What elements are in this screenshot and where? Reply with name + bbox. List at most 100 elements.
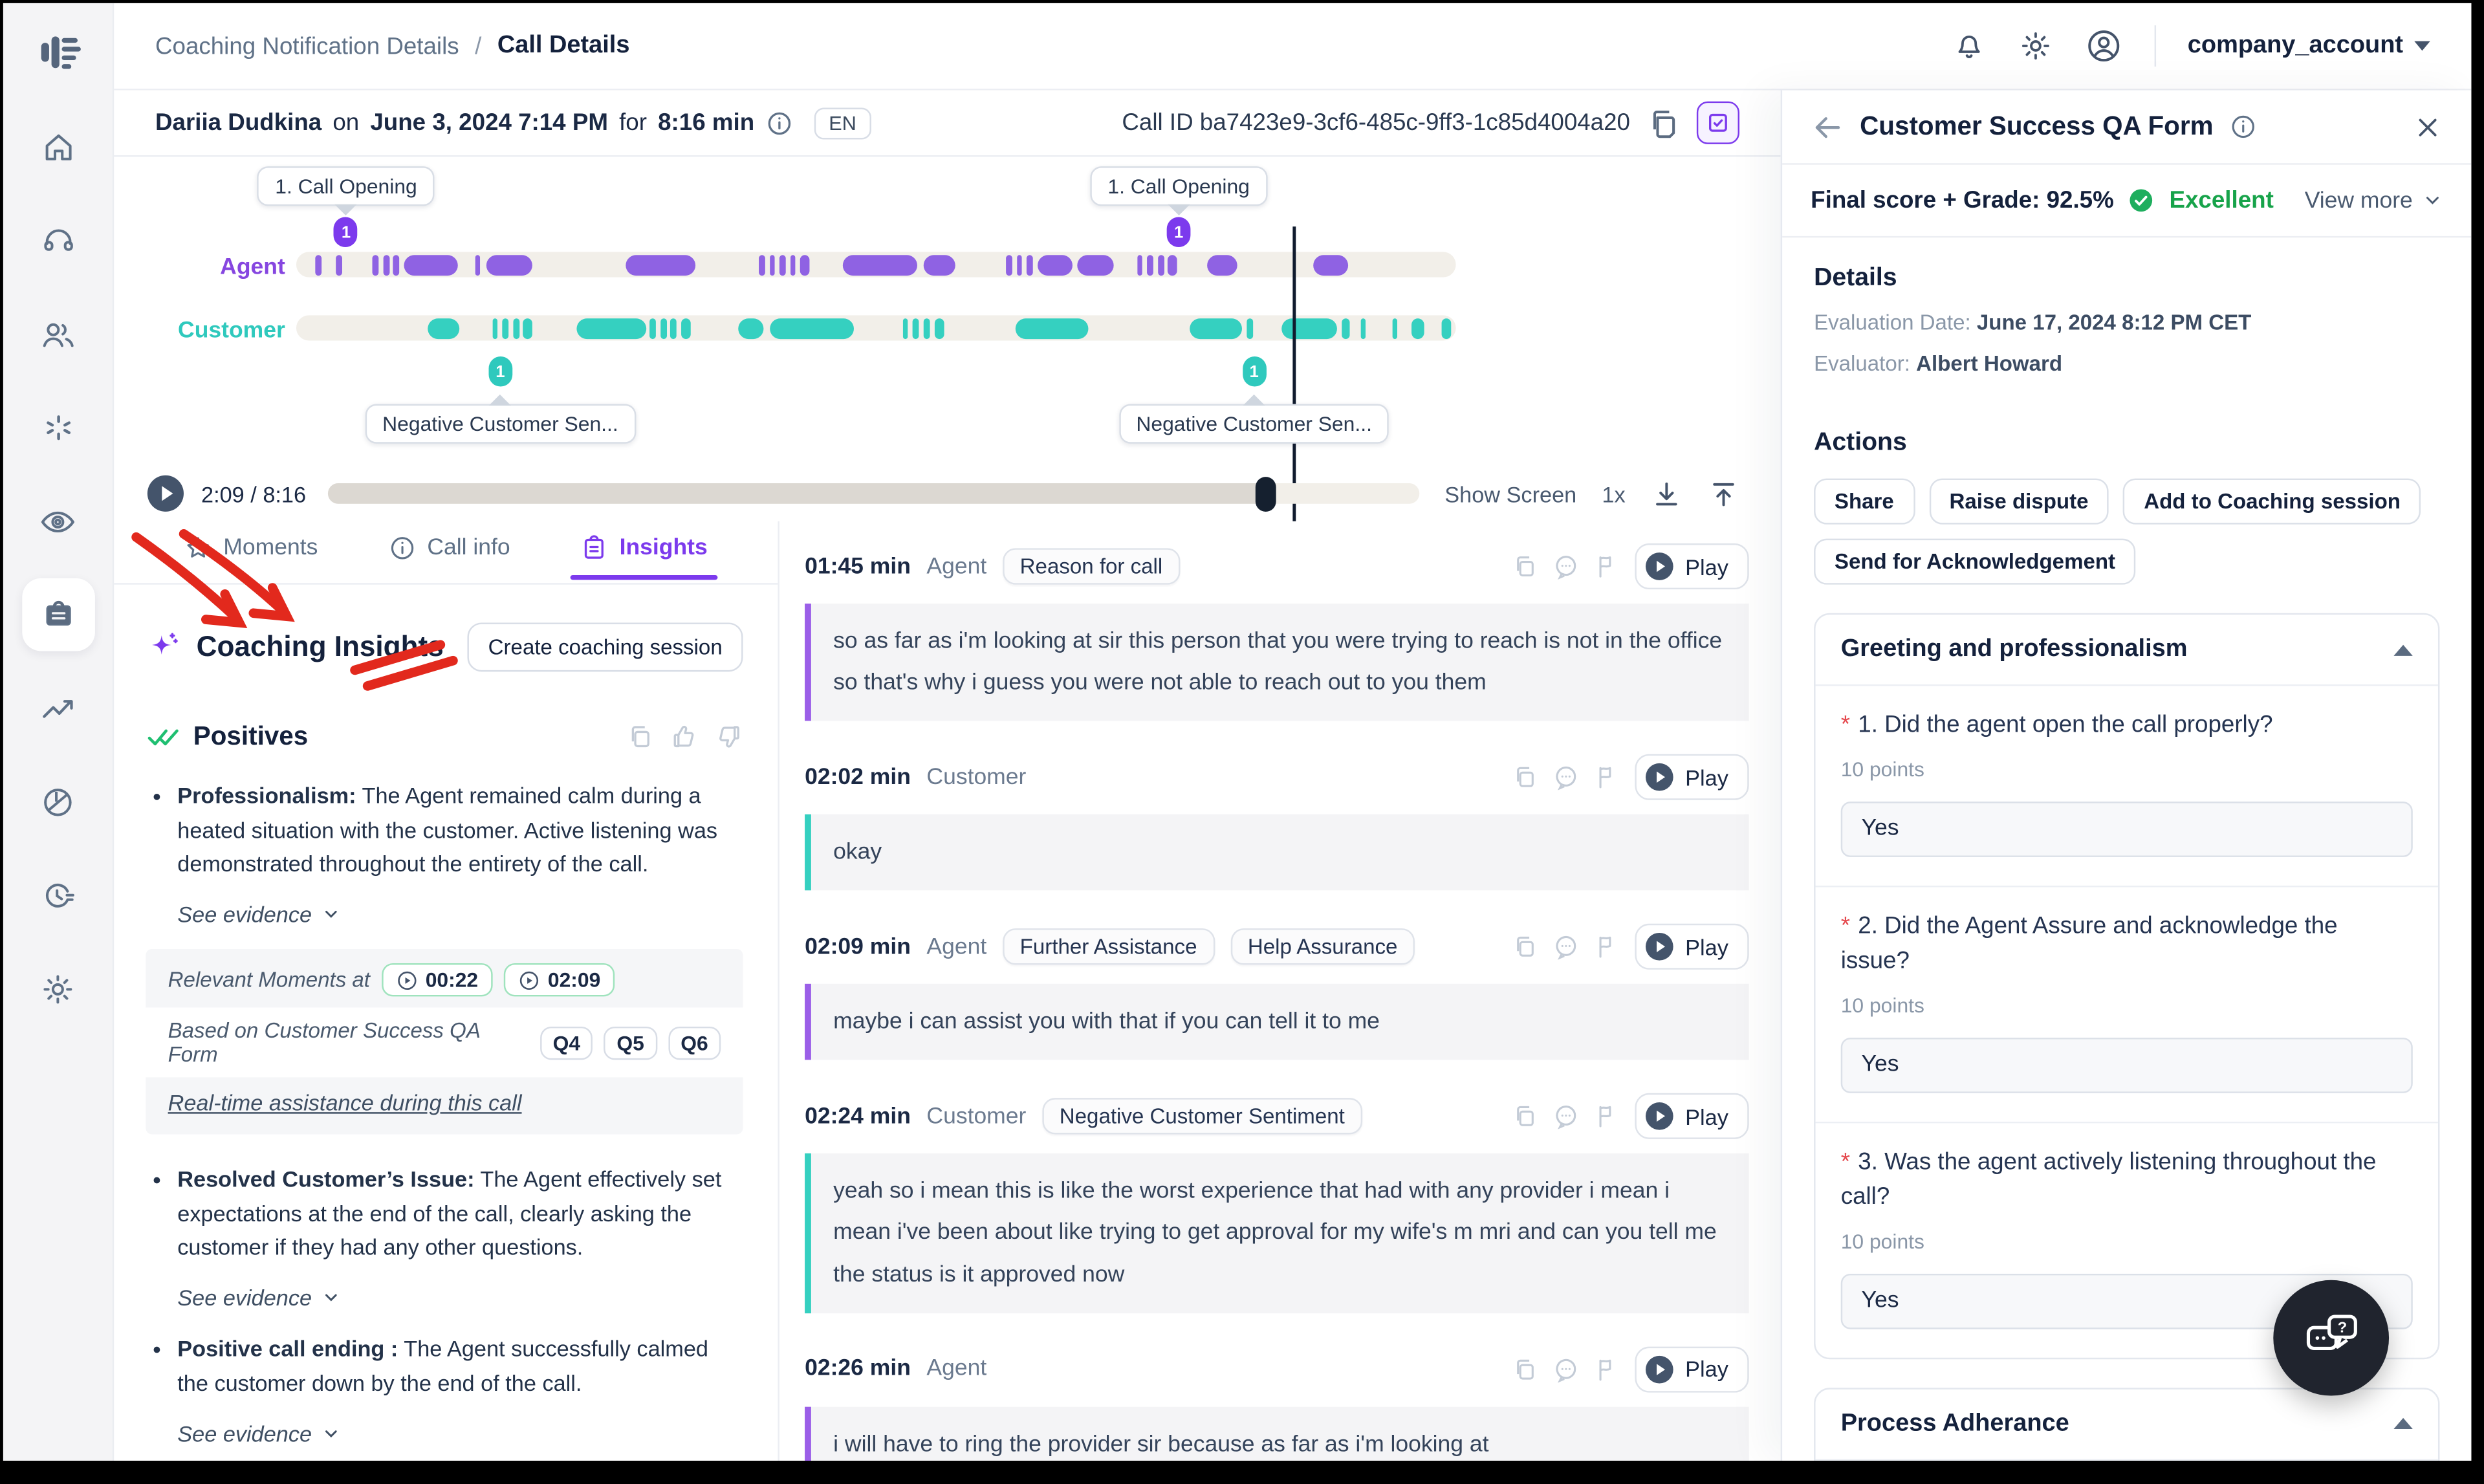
comment-icon[interactable] xyxy=(1552,1355,1579,1382)
moment-chip[interactable]: 02:09 xyxy=(503,963,615,997)
add-to-coaching-session-button[interactable]: Add to Coaching session xyxy=(2123,478,2421,525)
play-utterance-button[interactable]: Play xyxy=(1634,1093,1749,1140)
info-icon[interactable] xyxy=(2229,113,2258,141)
copy-icon[interactable] xyxy=(1511,1103,1538,1130)
notifications-bell-icon[interactable] xyxy=(1952,28,1987,63)
language-badge[interactable]: EN xyxy=(814,107,871,139)
download-icon[interactable] xyxy=(1651,477,1683,509)
copy-icon[interactable] xyxy=(1511,1355,1538,1382)
send-for-acknowledgement-button[interactable]: Send for Acknowledgement xyxy=(1814,538,2136,585)
utterance-tag[interactable]: Reason for call xyxy=(1002,548,1181,585)
qa-section-header[interactable]: Greeting and professionalism xyxy=(1816,615,2438,684)
seek-bar-knob[interactable] xyxy=(1256,475,1277,511)
customer-moment-marker[interactable]: 1 xyxy=(488,356,512,387)
flag-icon[interactable] xyxy=(1593,764,1620,791)
tab-insights[interactable]: Insights xyxy=(570,534,717,580)
see-evidence-link[interactable]: See evidence xyxy=(177,902,743,927)
question-chip[interactable]: Q6 xyxy=(668,1025,721,1060)
tab-moments[interactable]: Moments xyxy=(184,534,318,578)
copy-icon[interactable] xyxy=(1511,933,1538,961)
close-icon[interactable] xyxy=(2413,112,2443,142)
customer-track[interactable] xyxy=(296,315,1456,341)
sidebar-item-team[interactable] xyxy=(21,298,94,371)
view-more-link[interactable]: View more xyxy=(2305,188,2443,213)
see-evidence-link[interactable]: See evidence xyxy=(177,1421,743,1446)
realtime-assistance-link[interactable]: Real-time assistance during this call xyxy=(168,1090,522,1116)
select-call-checkbox[interactable] xyxy=(1696,101,1739,144)
utterance-tag[interactable]: Further Assistance xyxy=(1002,928,1215,966)
details-title: Details xyxy=(1814,264,1897,292)
moment-tooltip[interactable]: 1. Call Opening xyxy=(1090,166,1267,206)
moment-chip[interactable]: 00:22 xyxy=(381,963,493,997)
tab-call-info[interactable]: Call info xyxy=(387,534,510,578)
agent-moment-marker[interactable]: 1 xyxy=(334,217,358,248)
breadcrumb-parent[interactable]: Coaching Notification Details xyxy=(155,32,459,60)
moment-tooltip[interactable]: 1. Call Opening xyxy=(257,166,435,206)
sidebar-item-activity[interactable] xyxy=(21,858,94,932)
insight-item-title: Positive call ending : xyxy=(177,1335,398,1361)
sidebar-item-settings[interactable] xyxy=(21,952,94,1025)
settings-gear-icon[interactable] xyxy=(2018,28,2053,63)
transcript-panel[interactable]: 01:45 min Agent Reason for call Play so as f… xyxy=(779,521,1781,1461)
sidebar-item-conversations[interactable] xyxy=(21,204,94,278)
qa-section-header[interactable]: Process Adherance xyxy=(1816,1389,2438,1459)
play-utterance-button[interactable]: Play xyxy=(1634,924,1749,970)
profile-avatar-icon[interactable] xyxy=(2085,27,2123,65)
playback-speed[interactable]: 1x xyxy=(1602,481,1626,507)
share-button[interactable]: Share xyxy=(1814,478,1915,525)
speech-segment xyxy=(523,318,533,338)
play-utterance-button[interactable]: Play xyxy=(1634,1346,1749,1392)
sidebar-item-ai-moments[interactable] xyxy=(21,391,94,464)
sidebar-item-reports[interactable] xyxy=(21,765,94,838)
comment-icon[interactable] xyxy=(1552,933,1579,961)
flag-icon[interactable] xyxy=(1593,1355,1620,1382)
speech-segment xyxy=(923,254,955,275)
utterance-tag[interactable]: Help Assurance xyxy=(1230,928,1415,966)
thumbs-up-icon[interactable] xyxy=(670,723,699,751)
copy-icon[interactable] xyxy=(1511,553,1538,580)
comment-icon[interactable] xyxy=(1552,1103,1579,1130)
sidebar-item-watch[interactable] xyxy=(21,485,94,558)
agent-moment-marker[interactable]: 1 xyxy=(1166,217,1191,248)
play-utterance-button[interactable]: Play xyxy=(1634,543,1749,590)
info-icon[interactable] xyxy=(765,109,794,137)
flag-icon[interactable] xyxy=(1593,1103,1620,1130)
raise-dispute-button[interactable]: Raise dispute xyxy=(1928,478,2109,525)
see-evidence-link[interactable]: See evidence xyxy=(177,1285,743,1311)
utterance-tag[interactable]: Negative Customer Sentiment xyxy=(1041,1098,1362,1135)
sentiment-tooltip[interactable]: Negative Customer Sen... xyxy=(1118,404,1389,444)
show-screen-toggle[interactable]: Show Screen xyxy=(1444,481,1577,507)
collapse-panel-icon[interactable] xyxy=(1708,477,1739,509)
insight-item-title: Professionalism: xyxy=(177,782,356,808)
timeline-playhead[interactable] xyxy=(1292,226,1296,521)
app-logo-icon[interactable] xyxy=(34,28,82,76)
seek-bar[interactable] xyxy=(328,475,1420,511)
back-arrow-icon[interactable] xyxy=(1811,110,1844,143)
agent-track[interactable] xyxy=(296,252,1456,278)
qa-form-title: Customer Success QA Form xyxy=(1860,111,2214,140)
question-chip[interactable]: Q5 xyxy=(604,1025,657,1060)
account-menu[interactable]: company_account xyxy=(2188,32,2430,60)
sidebar-item-home[interactable] xyxy=(21,111,94,184)
thumbs-down-icon[interactable] xyxy=(714,723,743,751)
customer-moment-marker[interactable]: 1 xyxy=(1242,356,1267,387)
flag-icon[interactable] xyxy=(1593,553,1620,580)
copy-icon[interactable] xyxy=(1646,105,1681,140)
question-chip[interactable]: Q4 xyxy=(540,1025,593,1060)
comment-icon[interactable] xyxy=(1552,553,1579,580)
flag-icon[interactable] xyxy=(1593,933,1620,961)
play-button[interactable] xyxy=(146,474,185,513)
sidebar-item-analytics[interactable] xyxy=(21,671,94,745)
timeline-tracks[interactable]: 1. Call Opening 1. Call Opening 1 1 1 1 Negati… xyxy=(257,157,1456,521)
create-coaching-session-button[interactable]: Create coaching session xyxy=(467,622,743,672)
sentiment-tooltip[interactable]: Negative Customer Sen... xyxy=(365,404,636,444)
help-chat-button[interactable]: ? xyxy=(2273,1280,2390,1396)
copy-icon[interactable] xyxy=(626,723,654,751)
actions-title: Actions xyxy=(1814,429,1907,457)
answer-field[interactable]: Yes xyxy=(1840,1036,2413,1093)
comment-icon[interactable] xyxy=(1552,764,1579,791)
answer-field[interactable]: Yes xyxy=(1840,800,2413,857)
play-utterance-button[interactable]: Play xyxy=(1634,754,1749,801)
sidebar-item-evaluations[interactable] xyxy=(21,578,94,651)
copy-icon[interactable] xyxy=(1511,764,1538,791)
